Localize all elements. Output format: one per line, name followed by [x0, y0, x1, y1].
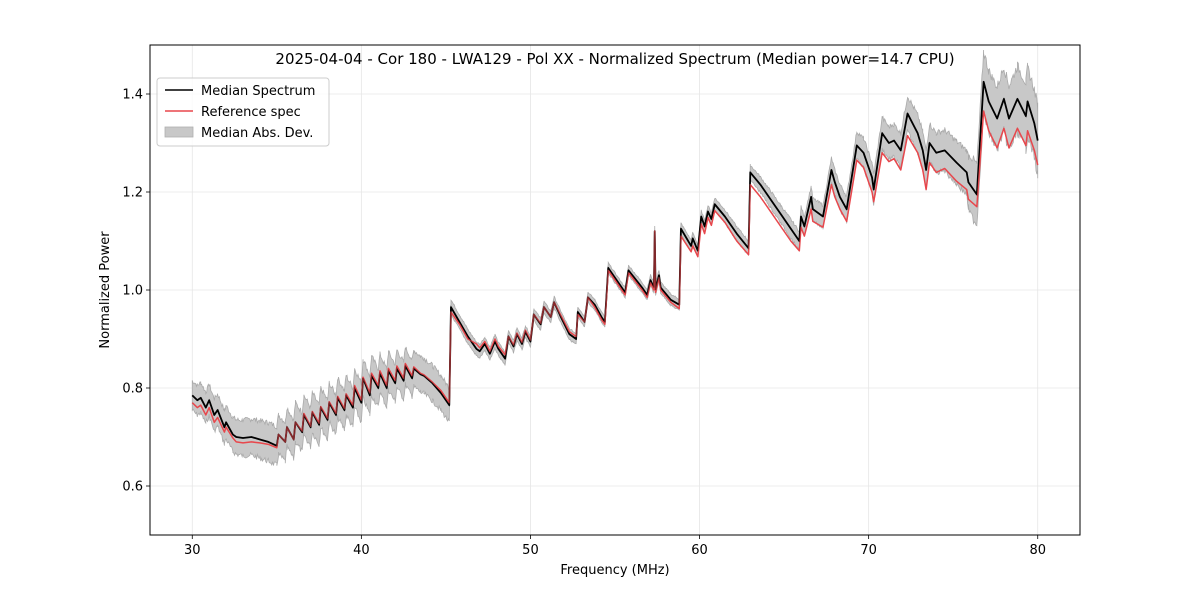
legend-mad-label: Median Abs. Dev. [201, 126, 313, 141]
y-tick-label: 0.8 [122, 382, 143, 397]
y-axis-ticks: 0.6 0.8 1.0 1.2 1.4 [122, 88, 150, 495]
chart-title: 2025-04-04 - Cor 180 - LWA129 - Pol XX -… [275, 50, 954, 68]
legend-mad-swatch [164, 126, 194, 138]
y-axis-label: Normalized Power [98, 231, 113, 349]
legend-median-label: Median Spectrum [201, 84, 315, 99]
legend: Median Spectrum Reference spec Median Ab… [156, 77, 330, 147]
legend-reference-label: Reference spec [201, 105, 301, 120]
legend-box [156, 77, 330, 147]
x-tick-label: 50 [522, 543, 539, 558]
x-tick-label: 70 [860, 543, 877, 558]
y-tick-label: 1.4 [122, 88, 143, 103]
x-axis-label: Frequency (MHz) [560, 563, 669, 578]
series-lines-group [191, 80, 1039, 449]
grid-lines [150, 45, 1080, 535]
x-tick-label: 40 [353, 543, 370, 558]
x-axis-ticks: 30 40 50 60 70 80 [184, 535, 1046, 558]
mad-band [191, 49, 1039, 467]
y-tick-label: 0.6 [122, 480, 143, 495]
x-tick-label: 60 [691, 543, 708, 558]
mad-band-group [191, 49, 1039, 467]
reference-spectrum-line [191, 110, 1039, 449]
y-tick-label: 1.0 [122, 284, 143, 299]
median-spectrum-overlay [191, 81, 1039, 447]
x-tick-label: 30 [184, 543, 201, 558]
x-tick-label: 80 [1029, 543, 1046, 558]
y-tick-label: 1.2 [122, 186, 143, 201]
